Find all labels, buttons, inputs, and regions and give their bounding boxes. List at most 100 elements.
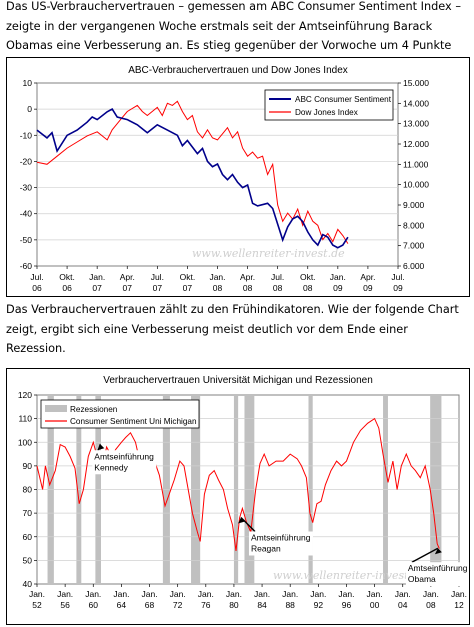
- x-tick-label-month: Apr.: [360, 272, 375, 282]
- x-tick-label-year: 92: [314, 600, 324, 610]
- legend-label-abc: ABC Consumer Sentiment: [295, 95, 392, 104]
- x-tick-label-month: Jan.: [29, 589, 45, 599]
- x-tick-label-month: Jan.: [89, 272, 105, 282]
- x-tick-label-year: 04: [398, 600, 408, 610]
- y-left-tick-label: -40: [20, 209, 33, 219]
- legend-swatch-recession: [45, 405, 67, 412]
- x-tick-label-month: Jan.: [141, 589, 157, 599]
- annotation-label: Amtseinführung: [408, 563, 468, 573]
- x-tick-label-year: 72: [173, 600, 183, 610]
- x-tick-label-year: 08: [303, 283, 313, 293]
- x-tick-label-year: 07: [183, 283, 193, 293]
- annotation-label: Amtseinführung: [251, 532, 311, 542]
- legend-label-dow: Dow Jones Index: [295, 108, 358, 117]
- annotation-label: Obama: [408, 574, 436, 584]
- x-tick-label-year: 56: [60, 600, 70, 610]
- x-tick-label-month: Okt.: [59, 272, 75, 282]
- y-tick-label: 40: [23, 579, 33, 589]
- x-tick-label-month: Okt.: [180, 272, 196, 282]
- y-right-tick-label: 6.000: [403, 261, 425, 271]
- x-tick-label-month: Jan.: [395, 589, 411, 599]
- legend-label-michigan: Consumer Sentiment Uni Michigan: [70, 417, 197, 426]
- x-tick-label-year: 07: [92, 283, 102, 293]
- x-tick-label-month: Jan.: [170, 589, 186, 599]
- y-right-tick-label: 8.000: [403, 220, 425, 230]
- y-tick-label: 110: [18, 414, 32, 424]
- y-left-tick-label: -10: [20, 130, 33, 140]
- annotation-label: Kennedy: [94, 462, 128, 472]
- y-tick-label: 120: [18, 390, 32, 400]
- legend-box: [264, 89, 394, 121]
- x-tick-label-year: 80: [229, 600, 239, 610]
- x-tick-label-year: 88: [285, 600, 295, 610]
- y-right-tick-label: 13.000: [403, 119, 429, 129]
- y-right-tick-label: 12.000: [403, 139, 429, 149]
- x-tick-label-month: Apr.: [240, 272, 255, 282]
- x-tick-label-month: Jan.: [338, 589, 354, 599]
- y-right-tick-label: 7.000: [403, 241, 425, 251]
- y-tick-label: 90: [23, 461, 33, 471]
- x-tick-label-month: Jan.: [310, 589, 326, 599]
- legend-box: [40, 399, 200, 429]
- x-tick-label-year: 08: [243, 283, 253, 293]
- y-left-tick-label: -60: [20, 261, 33, 271]
- y-left-tick-label: 0: [27, 104, 32, 114]
- x-tick-label-year: 12: [454, 600, 464, 610]
- x-tick-label-month: Apr.: [120, 272, 135, 282]
- chart-title: ABC-Verbrauchervertrauen und Dow Jones I…: [128, 65, 348, 76]
- x-tick-label-month: Jan.: [254, 589, 270, 599]
- x-tick-label-year: 96: [342, 600, 352, 610]
- watermark: www.wellenreiter-invest.de: [192, 247, 345, 260]
- x-tick-label-month: Jul.: [391, 272, 404, 282]
- watermark: www.wellenreiter-invest.de: [273, 569, 426, 582]
- x-tick-label-month: Jan.: [451, 589, 467, 599]
- x-tick-label-year: 07: [153, 283, 163, 293]
- series-line-abc-sentiment: [36, 108, 349, 249]
- annotation-arrow: [411, 547, 439, 563]
- abc-chart: ABC-Verbrauchervertrauen und Dow Jones I…: [20, 65, 430, 293]
- x-tick-label-year: 68: [145, 600, 155, 610]
- y-left-tick-label: -20: [20, 156, 33, 166]
- y-right-tick-label: 9.000: [403, 200, 425, 210]
- annotation-arrowhead: [237, 517, 245, 524]
- x-tick-label-year: 52: [32, 600, 42, 610]
- annotation-label: Reagan: [251, 543, 281, 553]
- y-tick-label: 80: [23, 485, 33, 495]
- x-tick-label-month: Jan.: [113, 589, 129, 599]
- x-tick-label-month: Jan.: [85, 589, 101, 599]
- y-tick-label: 60: [23, 532, 33, 542]
- x-tick-label-month: Jan.: [282, 589, 298, 599]
- x-tick-label-year: 09: [393, 283, 403, 293]
- annotation-box: [248, 531, 313, 556]
- chart-title: Verbrauchervertrauen Universität Michiga…: [103, 375, 373, 386]
- y-right-tick-label: 11.000: [403, 159, 429, 169]
- y-tick-label: 70: [23, 508, 33, 518]
- x-tick-label-month: Jan.: [198, 589, 214, 599]
- y-left-tick-label: 10: [23, 78, 33, 88]
- x-tick-label-month: Okt.: [300, 272, 316, 282]
- x-tick-label-month: Jan.: [367, 589, 383, 599]
- x-tick-label-year: 07: [123, 283, 133, 293]
- x-tick-label-year: 09: [333, 283, 343, 293]
- x-tick-label-year: 84: [257, 600, 267, 610]
- x-tick-label-year: 06: [32, 283, 42, 293]
- second-paragraph: Das Verbrauchervertrauen zählt zu den Fr…: [6, 303, 459, 355]
- annotation-arrowhead: [434, 548, 442, 555]
- x-tick-label-month: Jan.: [209, 272, 225, 282]
- michigan-chart: Verbrauchervertrauen Universität Michiga…: [18, 375, 469, 610]
- annotation-box: [92, 450, 157, 475]
- y-right-tick-label: 10.000: [403, 180, 429, 190]
- x-tick-label-year: 60: [89, 600, 99, 610]
- x-tick-label-year: 08: [426, 600, 436, 610]
- annotation-arrowhead: [97, 444, 105, 451]
- x-tick-label-year: 09: [363, 283, 373, 293]
- x-tick-label-year: 64: [117, 600, 127, 610]
- x-tick-label-year: 06: [62, 283, 72, 293]
- annotation-box: [405, 562, 469, 587]
- x-tick-label-year: 08: [213, 283, 223, 293]
- y-right-tick-label: 14.000: [403, 98, 429, 108]
- y-tick-label: 50: [23, 555, 33, 565]
- x-tick-label-month: Jan.: [57, 589, 73, 599]
- legend: Rezessionen Consumer Sentiment Uni Michi…: [40, 399, 200, 429]
- michigan-chart-frame: Verbrauchervertrauen Universität Michiga…: [6, 368, 470, 625]
